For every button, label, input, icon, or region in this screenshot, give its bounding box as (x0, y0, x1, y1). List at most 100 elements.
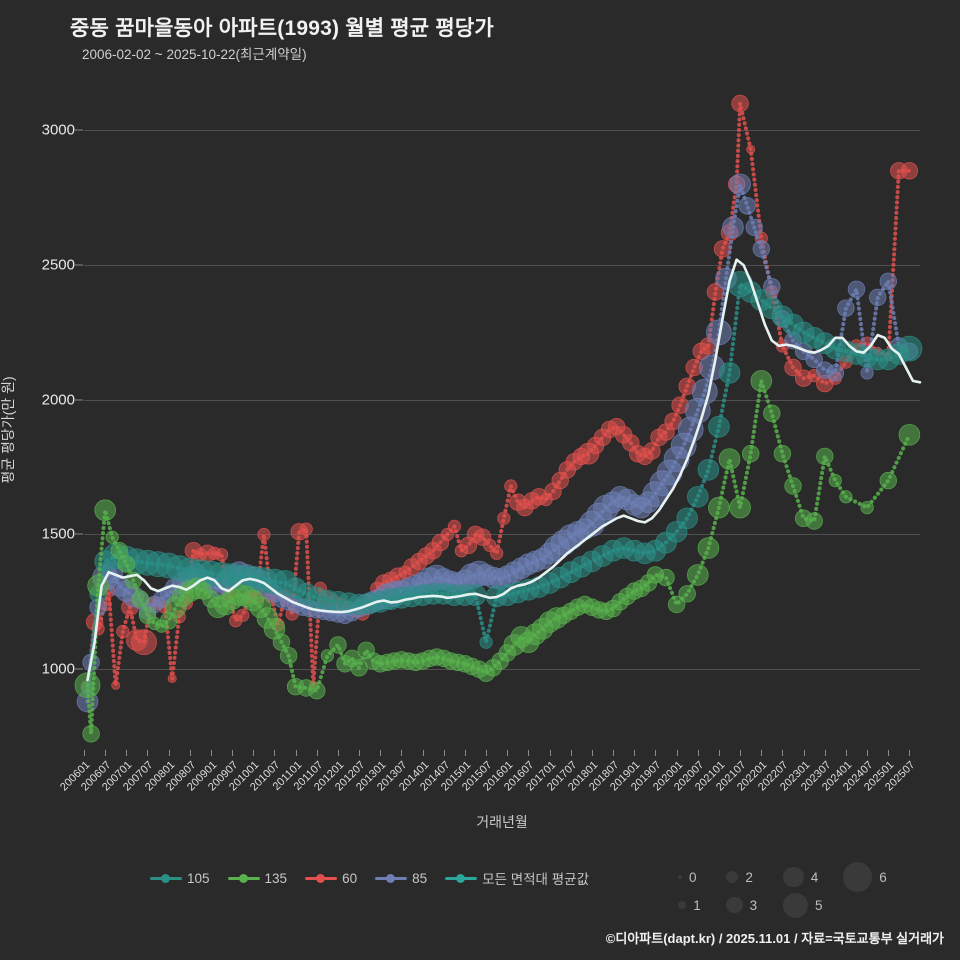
data-point[interactable] (117, 555, 136, 573)
data-point[interactable] (879, 471, 898, 490)
data-point[interactable] (167, 674, 177, 684)
data-point[interactable] (504, 479, 518, 493)
data-point[interactable] (308, 682, 326, 700)
data-point[interactable] (860, 500, 874, 515)
data-point[interactable] (320, 649, 334, 663)
data-point[interactable] (828, 473, 842, 488)
data-point[interactable] (691, 378, 718, 405)
legend-item-105[interactable]: 105 (150, 871, 210, 886)
data-point[interactable] (745, 218, 763, 237)
x-tick-mark (909, 750, 911, 756)
data-point[interactable] (686, 485, 709, 508)
data-point[interactable] (131, 590, 150, 608)
data-point[interactable] (816, 447, 834, 466)
legend-item-모든 면적대 평균값[interactable]: 모든 면적대 평균값 (445, 868, 589, 888)
data-point[interactable] (131, 629, 157, 656)
data-point[interactable] (697, 458, 720, 481)
legend-size-label: 0 (689, 869, 697, 885)
data-point[interactable] (869, 288, 887, 307)
data-point[interactable] (898, 423, 921, 446)
data-point[interactable] (729, 173, 751, 196)
legend-item-label: 모든 면적대 평균값 (482, 872, 589, 887)
legend-swatch-icon (150, 872, 182, 884)
data-point[interactable] (105, 530, 119, 544)
data-point[interactable] (257, 527, 271, 542)
legend-item-60[interactable]: 60 (305, 871, 357, 886)
legend-size-bubble (678, 900, 687, 910)
average-line (86, 258, 922, 682)
data-point[interactable] (713, 240, 732, 258)
data-point[interactable] (329, 636, 347, 654)
series-85 (76, 173, 919, 713)
footer-credit: ©디아파트(dapt.kr) / 2025.11.01 / 자료=국토교통부 실… (605, 931, 944, 946)
data-point[interactable] (784, 477, 802, 495)
data-point[interactable] (750, 370, 773, 392)
data-point[interactable] (896, 335, 923, 362)
data-point[interactable] (708, 496, 730, 519)
x-tick-mark (295, 750, 297, 756)
data-point[interactable] (676, 507, 698, 530)
legend-size-item: 6 (843, 862, 887, 892)
x-tick-mark (507, 750, 509, 756)
data-point[interactable] (718, 362, 741, 384)
legend-item-85[interactable]: 85 (375, 871, 427, 886)
x-tick-mark (232, 750, 234, 756)
series-line-85 (85, 183, 912, 704)
data-point[interactable] (722, 216, 744, 239)
data-point[interactable] (763, 277, 781, 296)
data-point[interactable] (279, 647, 298, 665)
data-point[interactable] (686, 564, 709, 586)
y-tick-mark (75, 668, 83, 670)
data-point[interactable] (839, 490, 853, 504)
x-axis-title: 거래년월 (476, 814, 528, 830)
data-point[interactable] (860, 366, 874, 380)
data-point[interactable] (111, 680, 121, 690)
x-tick-mark (443, 750, 445, 756)
data-point[interactable] (763, 404, 781, 423)
data-point[interactable] (826, 364, 845, 382)
data-point[interactable] (879, 272, 898, 291)
data-point[interactable] (479, 635, 493, 649)
data-point[interactable] (643, 442, 661, 460)
legend-item-135[interactable]: 135 (227, 871, 287, 886)
data-point[interactable] (299, 522, 313, 536)
gridline (84, 399, 920, 401)
legend-size-bubble (726, 870, 739, 884)
data-point[interactable] (94, 499, 117, 522)
data-point[interactable] (350, 659, 368, 677)
data-point[interactable] (900, 162, 919, 180)
data-point[interactable] (752, 240, 771, 258)
data-point[interactable] (847, 280, 866, 299)
data-point[interactable] (805, 512, 823, 530)
data-point[interactable] (447, 519, 461, 533)
data-point[interactable] (490, 546, 504, 560)
data-point[interactable] (738, 197, 756, 215)
data-point[interactable] (272, 633, 291, 651)
data-point[interactable] (82, 725, 100, 743)
data-point[interactable] (742, 445, 760, 463)
data-point[interactable] (236, 608, 250, 622)
data-point[interactable] (729, 496, 751, 519)
data-point[interactable] (784, 358, 802, 377)
legend-swatch-icon (375, 872, 408, 884)
x-tick-mark (613, 750, 615, 756)
data-point[interactable] (657, 568, 675, 587)
data-point[interactable] (805, 350, 823, 369)
data-point[interactable] (667, 595, 686, 614)
data-point[interactable] (697, 537, 720, 559)
data-point[interactable] (708, 415, 730, 438)
data-point[interactable] (773, 445, 792, 463)
data-point[interactable] (74, 672, 101, 699)
data-point[interactable] (837, 299, 855, 317)
legend-size-row: 0 2 4 6 (678, 862, 928, 892)
data-point[interactable] (746, 144, 756, 154)
data-point[interactable] (731, 94, 749, 113)
data-point[interactable] (497, 511, 511, 525)
data-point[interactable] (718, 448, 741, 470)
data-point[interactable] (215, 548, 229, 562)
legend: 105 135 60 85 모든 면적대 평균값 0 2 4 6 1 3 5 (0, 862, 960, 922)
x-tick-mark (253, 750, 255, 756)
data-point[interactable] (678, 585, 696, 603)
data-point[interactable] (116, 624, 130, 639)
